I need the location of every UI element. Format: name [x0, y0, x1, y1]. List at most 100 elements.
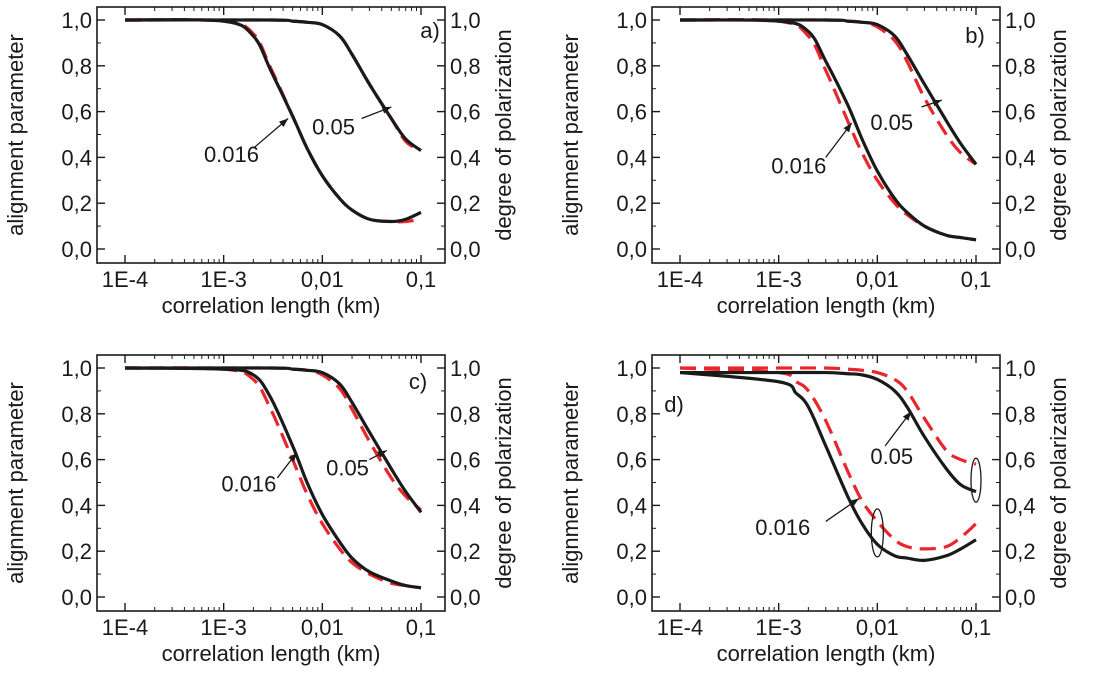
y-tick-label-right: 0,8: [450, 402, 481, 427]
y-tick-label-right: 0,2: [1005, 191, 1036, 216]
series-line-solid: [680, 370, 977, 494]
y-tick-label: 0,8: [616, 402, 647, 427]
y-tick-label-right: 0,4: [450, 493, 481, 518]
y-axis-title-right: degree of polarization: [491, 29, 516, 241]
panel-label: d): [664, 392, 684, 417]
series-line-solid: [679, 18, 977, 242]
x-tick-label: 1E-3: [755, 267, 801, 292]
y-axis-title: alignment parameter: [3, 382, 28, 584]
y-tick-label: 0,0: [61, 237, 92, 262]
y-tick-label-right: 1,0: [450, 356, 481, 381]
series-line-dashed: [124, 18, 422, 224]
y-tick-label: 0,4: [61, 493, 92, 518]
annotation-arrowhead: [932, 99, 942, 107]
series-line-solid: [124, 18, 422, 152]
y-tick-label: 0,8: [616, 54, 647, 79]
y-tick-label-right: 0,4: [450, 145, 481, 170]
annotation-label: 0.016: [771, 153, 826, 178]
y-tick-label: 0,4: [616, 493, 647, 518]
x-tick-label: 1E-4: [657, 267, 703, 292]
annotation-label: 0.05: [326, 456, 369, 481]
y-axis-title: alignment parameter: [3, 34, 28, 236]
plot-frame: [96, 6, 446, 264]
x-tick-label: 0,01: [856, 267, 899, 292]
x-tick-label: 0,1: [406, 615, 437, 640]
y-axis-title-right: degree of polarization: [1046, 377, 1071, 589]
annotation-arrowhead: [288, 452, 297, 462]
y-tick-label: 0,6: [61, 448, 92, 473]
y-tick-label-right: 0,4: [1005, 493, 1036, 518]
y-tick-label-right: 1,0: [450, 8, 481, 33]
panel-label: a): [420, 18, 440, 43]
y-tick-label: 0,8: [61, 402, 92, 427]
y-tick-label: 0,0: [616, 585, 647, 610]
x-tick-label: 0,1: [961, 267, 992, 292]
plot-frame: [651, 354, 1001, 612]
x-tick-label: 1E-4: [102, 267, 148, 292]
y-tick-label-right: 0,8: [450, 54, 481, 79]
y-tick-label-right: 1,0: [1005, 356, 1036, 381]
series-line-dashed: [124, 366, 422, 590]
y-tick-label: 0,0: [616, 237, 647, 262]
group-ellipse: [970, 457, 982, 503]
x-tick-label: 0,01: [856, 615, 899, 640]
y-tick-label-right: 0,8: [1005, 402, 1036, 427]
x-tick-label: 1E-3: [200, 615, 246, 640]
y-axis-title: alignment parameter: [558, 382, 583, 584]
y-tick-label: 1,0: [616, 356, 647, 381]
y-tick-label: 1,0: [61, 356, 92, 381]
y-tick-label-right: 0,0: [450, 585, 481, 610]
x-tick-label: 1E-3: [755, 615, 801, 640]
x-tick-label: 1E-4: [657, 615, 703, 640]
y-axis-title-right: degree of polarization: [491, 377, 516, 589]
annotation-arrowhead: [843, 123, 852, 133]
y-tick-label-right: 0,8: [1005, 54, 1036, 79]
x-tick-label: 0,1: [961, 615, 992, 640]
y-tick-label-right: 0,6: [450, 448, 481, 473]
y-tick-label: 0,2: [616, 191, 647, 216]
panel-b: 1E-4 1E-3 0,01 0,1 0,0 0,0 0,2 0,2 0,4 0,4 0,6 0,6 0…: [558, 6, 1071, 318]
annotation-arrowhead: [377, 450, 387, 458]
y-tick-label: 1,0: [61, 8, 92, 33]
y-tick-label: 0,4: [616, 145, 647, 170]
series-line-dashed: [679, 18, 977, 166]
y-tick-label: 0,2: [61, 539, 92, 564]
series-line-solid: [124, 18, 422, 224]
series-line-solid: [679, 370, 977, 563]
annotation-arrowhead: [381, 106, 392, 114]
panel-label: c): [409, 369, 427, 394]
x-axis-title: correlation length (km): [162, 293, 381, 318]
panel-label: b): [965, 23, 985, 48]
y-tick-label-right: 0,0: [1005, 237, 1036, 262]
y-tick-label-right: 1,0: [1005, 8, 1036, 33]
series-line-dashed: [680, 366, 977, 466]
annotation-label: 0.016: [221, 472, 276, 497]
y-tick-label-right: 0,2: [1005, 539, 1036, 564]
x-tick-label: 1E-4: [102, 615, 148, 640]
annotation-label: 0.016: [204, 142, 259, 167]
series-line-solid: [679, 18, 978, 166]
series-line-dashed: [679, 18, 977, 242]
y-tick-label-right: 0,0: [450, 237, 481, 262]
y-tick-label: 0,4: [61, 145, 92, 170]
y-tick-label: 0,0: [61, 585, 92, 610]
y-tick-label-right: 0,2: [450, 539, 481, 564]
annotation-label: 0.05: [870, 110, 913, 135]
annotation-arrowhead: [849, 498, 859, 507]
annotation-arrowhead: [902, 411, 912, 421]
x-tick-label: 1E-3: [200, 267, 246, 292]
series-line-solid: [124, 366, 422, 590]
x-tick-label: 0,1: [406, 267, 437, 292]
y-tick-label-right: 0,6: [450, 100, 481, 125]
y-tick-label: 1,0: [616, 8, 647, 33]
series-line-solid: [124, 366, 423, 514]
y-tick-label-right: 0,4: [1005, 145, 1036, 170]
y-tick-label-right: 0,2: [450, 191, 481, 216]
y-tick-label-right: 0,6: [1005, 100, 1036, 125]
x-tick-label: 0,01: [301, 267, 344, 292]
y-tick-label: 0,8: [61, 54, 92, 79]
y-tick-label: 0,2: [616, 539, 647, 564]
y-tick-label-right: 0,0: [1005, 585, 1036, 610]
panel-d: 1E-4 1E-3 0,01 0,1 0,0 0,0 0,2 0,2 0,4 0,4 0,6 0,6 0…: [558, 354, 1071, 666]
